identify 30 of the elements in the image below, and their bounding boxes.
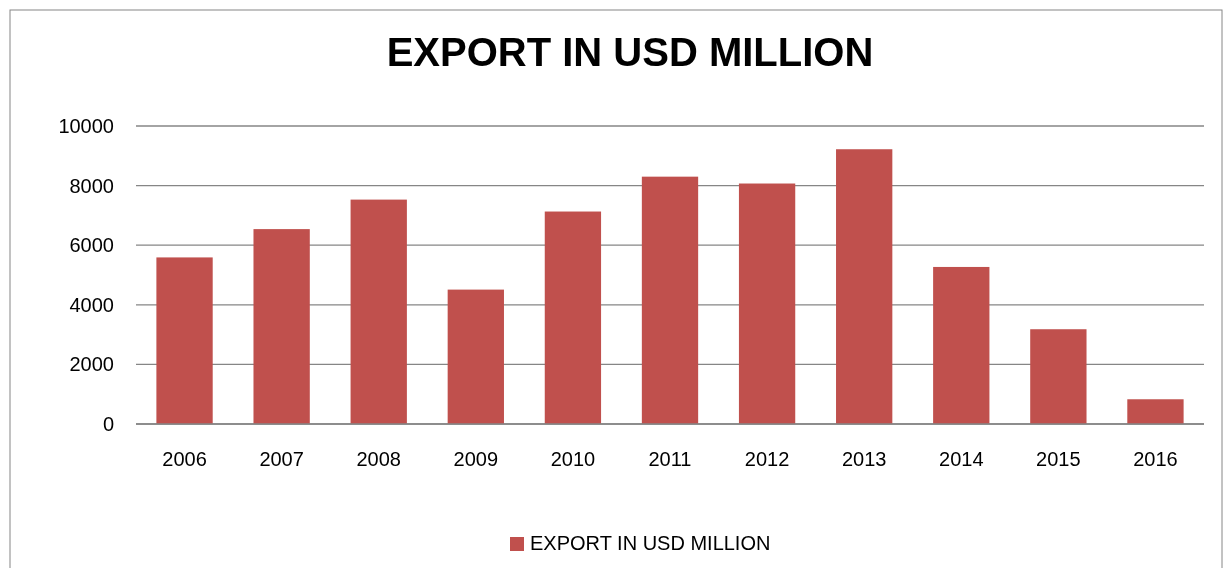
y-tick-label: 10000 [58, 115, 114, 137]
x-tick-label: 2007 [259, 448, 304, 470]
y-tick-label: 8000 [69, 174, 114, 197]
x-tick-label: 2006 [162, 448, 207, 470]
bar [836, 149, 893, 424]
bar [641, 176, 699, 424]
x-tick-label: 2013 [841, 448, 887, 470]
x-tick-label: 2010 [550, 448, 596, 470]
x-tick-label: 2014 [939, 448, 984, 470]
bar [350, 199, 407, 424]
bar [447, 289, 504, 424]
x-tick-label: 2009 [453, 448, 499, 470]
bar [1030, 329, 1087, 424]
x-tick-label: 2012 [744, 448, 790, 470]
y-tick-label: 4000 [69, 293, 114, 316]
bar [738, 183, 796, 424]
legend-label: EXPORT IN USD MILLION [530, 532, 771, 554]
x-tick-label: 2015 [1036, 448, 1081, 470]
y-tick-label: 2000 [69, 353, 114, 376]
bar [156, 257, 213, 424]
x-tick-label: 2008 [356, 448, 401, 470]
x-tick-label: 2016 [1133, 448, 1178, 470]
bar [544, 211, 602, 424]
bar [933, 266, 990, 424]
chart-title: EXPORT IN USD MILLION [386, 30, 874, 74]
bar [1127, 399, 1184, 424]
bar [253, 229, 310, 424]
y-tick-label: 0 [102, 413, 114, 435]
x-tick-label: 2011 [648, 448, 692, 470]
y-tick-label: 6000 [69, 234, 114, 257]
